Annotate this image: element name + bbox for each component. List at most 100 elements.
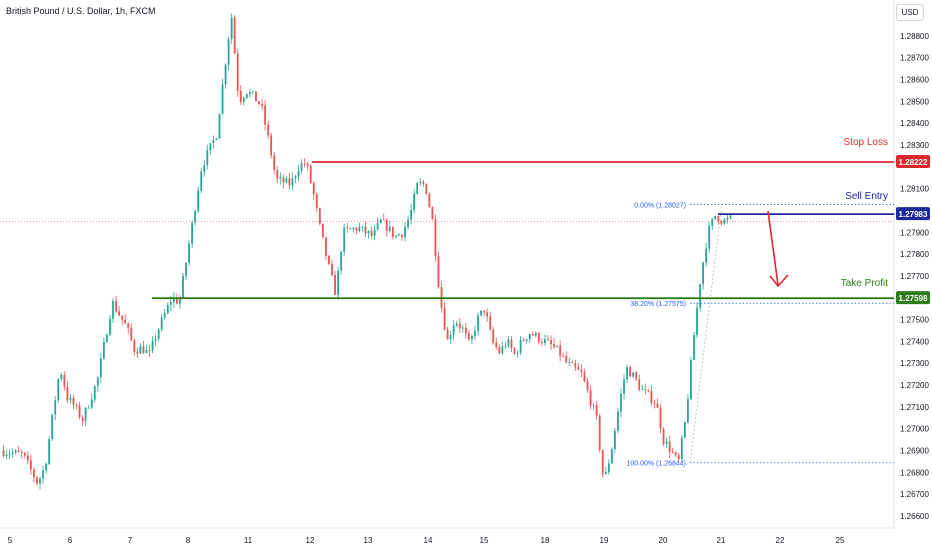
candle-body	[124, 319, 127, 324]
candle-body	[513, 348, 516, 354]
candle-body	[166, 304, 169, 314]
candle-body	[668, 441, 671, 453]
candle-body	[623, 379, 625, 394]
y-tick-label: 1.27300	[900, 359, 929, 368]
candle-body	[662, 428, 665, 444]
candle-body	[422, 182, 425, 184]
y-tick-label: 1.27700	[900, 272, 929, 281]
candle-body	[665, 441, 668, 444]
candle-body	[717, 215, 720, 222]
level-label: Sell Entry	[845, 191, 888, 202]
fib-level-label: 100.00% (1.26844)	[626, 461, 686, 468]
candle-body	[507, 339, 510, 347]
candle-body	[455, 323, 458, 326]
x-tick-label: 6	[68, 536, 73, 545]
candle-body	[102, 341, 105, 359]
candle-body	[720, 221, 723, 224]
candle-body	[48, 438, 51, 464]
candle-body	[705, 248, 708, 263]
candle-body	[531, 334, 534, 336]
candle-body	[340, 252, 343, 271]
candle-body	[452, 325, 455, 336]
candle-body	[175, 297, 178, 304]
candle-body	[194, 211, 197, 223]
candle-body	[63, 374, 66, 387]
candle-body	[99, 358, 102, 378]
candle-body	[410, 209, 413, 220]
candle-body	[474, 330, 476, 337]
candle-body	[446, 329, 449, 340]
candle-body	[29, 460, 32, 470]
candle-body	[686, 399, 689, 422]
candle-body	[504, 346, 507, 347]
candle-body	[501, 346, 504, 354]
candle-body	[714, 215, 717, 220]
candle-body	[288, 178, 291, 186]
candle-body	[325, 237, 327, 256]
candle-body	[492, 329, 495, 343]
candle-body	[607, 463, 610, 473]
candle-body	[598, 415, 601, 450]
level-price-text: 1.28222	[899, 158, 928, 167]
candle-body	[376, 222, 379, 230]
candle-body	[528, 334, 531, 340]
candle-body	[96, 377, 99, 387]
price-axis[interactable]	[894, 0, 932, 550]
candle-body	[11, 452, 14, 454]
candle-body	[647, 389, 650, 392]
candle-body	[413, 193, 416, 210]
candle-body	[23, 452, 26, 456]
candle-body	[151, 340, 154, 351]
candle-body	[580, 369, 583, 373]
y-tick-label: 1.28500	[900, 97, 929, 106]
candle-body	[537, 333, 540, 342]
candle-body	[45, 463, 48, 471]
candle-body	[382, 219, 385, 221]
candle-body	[5, 454, 8, 457]
candle-body	[118, 311, 121, 316]
candle-body	[562, 355, 565, 357]
candle-body	[90, 399, 93, 408]
candle-body	[255, 91, 257, 102]
candle-body	[556, 345, 559, 348]
candle-body	[461, 327, 464, 329]
level-price-tag	[896, 291, 930, 305]
currency-button[interactable]: USD	[896, 4, 924, 21]
y-tick-label: 1.28100	[900, 185, 929, 194]
candle-body	[458, 323, 461, 328]
candle-body	[300, 163, 303, 171]
candle-body	[367, 231, 370, 234]
candle-body	[680, 437, 683, 460]
candle-body	[379, 219, 382, 223]
candle-body	[106, 334, 108, 342]
candle-body	[209, 143, 212, 151]
candle-body	[726, 217, 729, 220]
x-tick-label: 14	[424, 536, 433, 545]
chart-title: British Pound / U.S. Dollar, 1h, FXCM	[6, 6, 156, 16]
candle-body	[677, 455, 680, 460]
candle-body	[78, 405, 81, 418]
candle-body	[273, 155, 276, 171]
candle-body	[172, 297, 175, 302]
candle-body	[516, 352, 519, 354]
x-tick-label: 11	[244, 536, 253, 545]
candle-body	[309, 166, 312, 183]
candle-body	[674, 452, 677, 456]
candle-body	[547, 339, 549, 341]
candle-body	[525, 339, 528, 341]
level-price-text: 1.27983	[899, 210, 928, 219]
candle-body	[702, 262, 705, 285]
candle-body	[312, 182, 315, 195]
candle-body	[467, 333, 470, 340]
candle-body	[227, 39, 230, 65]
candle-body	[358, 227, 361, 231]
level-label: Take Profit	[841, 278, 888, 289]
candle-body	[291, 178, 294, 186]
fib-trend-line	[689, 204, 723, 463]
candle-body	[690, 360, 692, 400]
y-tick-label: 1.27400	[900, 337, 929, 346]
candle-body	[519, 340, 522, 353]
candle-body	[464, 327, 467, 334]
